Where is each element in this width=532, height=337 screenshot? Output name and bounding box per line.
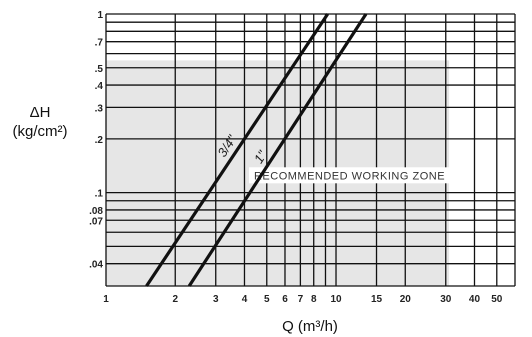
x-tick-label: 7 [298,294,304,305]
y-axis-label-symbol: ΔH [30,104,51,121]
x-tick-label: 20 [400,294,412,305]
y-tick-label: .2 [95,135,104,146]
x-tick-label: 2 [172,294,178,305]
y-axis-label-unit: (kg/cm²) [13,123,68,140]
y-tick-labels: 1 .7 .5 .4 .3 .2 .1 .08.07 .04 [89,10,103,271]
x-tick-label: 4 [242,294,248,305]
y-tick-label: .04 [89,260,103,271]
y-tick-label: .7 [95,38,104,49]
zone-label-background [248,167,451,184]
x-tick-label: 50 [491,294,503,305]
series-line-0 [145,13,330,287]
series-lines [145,13,368,287]
x-tick-label: 8 [311,294,317,305]
y-tick-label: .08 [89,206,103,217]
horizontal-gridlines [106,13,515,287]
x-tick-label: 3 [213,294,219,305]
y-tick-label: .1 [95,189,104,200]
x-tick-labels: 1 2 3 4 5 6 7 8 10 15 20 30 40 50 [103,294,503,305]
y-tick-label: .3 [95,103,104,114]
x-tick-label: 5 [264,294,270,305]
x-tick-label: 1 [103,294,109,305]
y-tick-label: .5 [95,64,104,75]
x-tick-label: 30 [440,294,452,305]
x-axis-label: Q (m³/h) [282,318,338,335]
zone-label: RECOMMENDED WORKING ZONE [254,170,445,182]
y-tick-label: .4 [95,81,104,92]
x-tick-label: 40 [469,294,481,305]
series-line-1 [187,13,368,287]
x-tick-label: 15 [371,294,383,305]
x-tick-label: 10 [330,294,342,305]
y-tick-label: 1 [97,10,103,21]
x-tick-label: 6 [282,294,288,305]
y-tick-label: .07 [89,216,103,227]
